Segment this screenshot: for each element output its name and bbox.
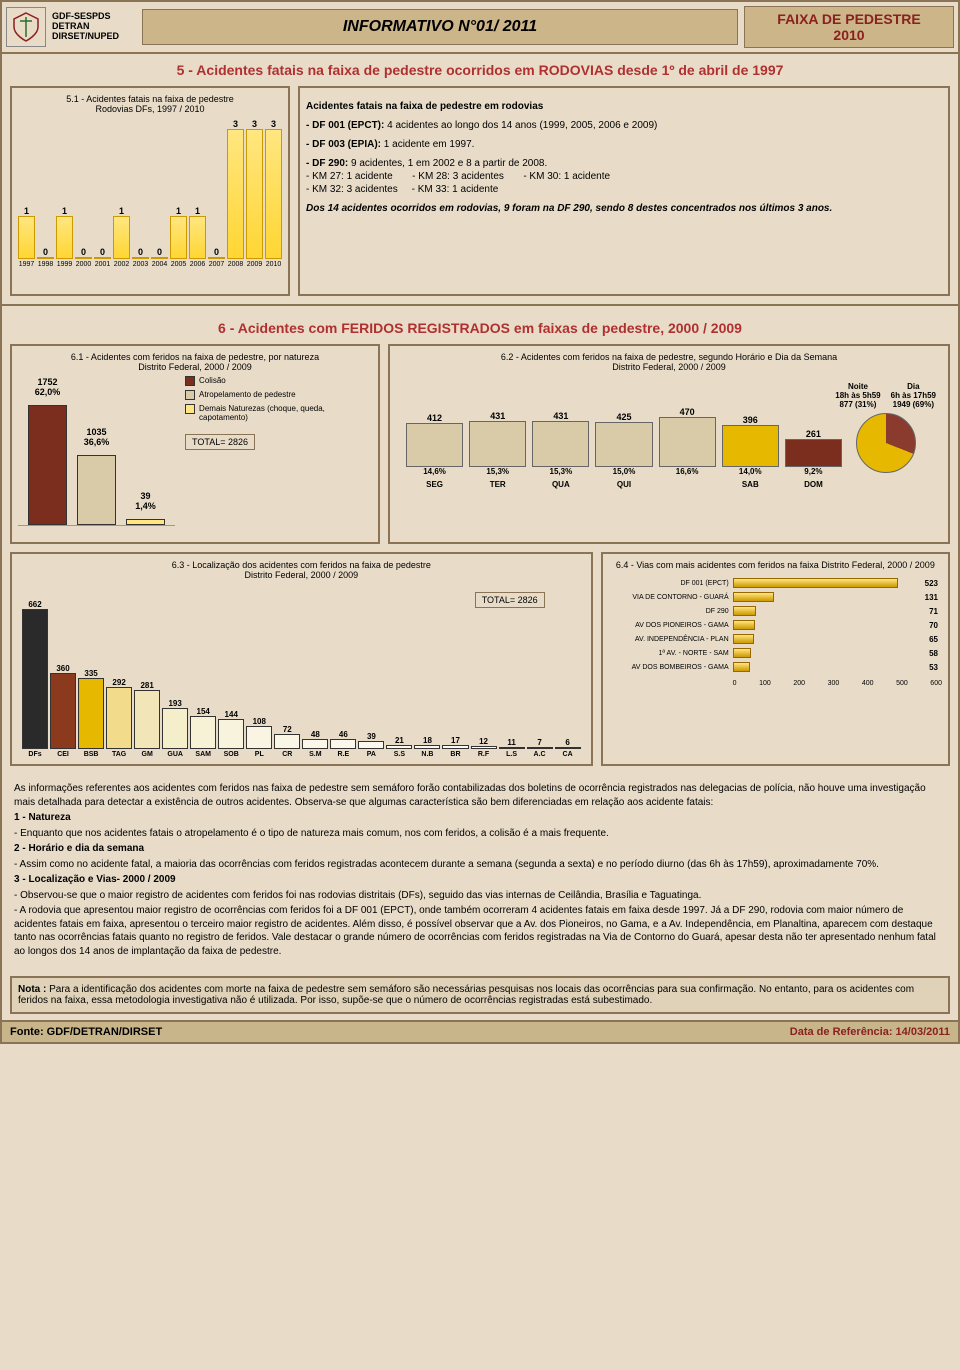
analysis-text: As informações referentes aos acidentes … [2, 772, 958, 970]
section-5-text: Acidentes fatais na faixa de pedestre em… [298, 86, 950, 296]
doc-subject: FAIXA DE PEDESTRE 2010 [744, 6, 954, 48]
dia-label: Dia 6h às 17h59 1949 (69%) [891, 382, 936, 409]
nota-box: Nota : Para a identificação dos acidente… [10, 976, 950, 1014]
chart-6-1: 6.1 - Acidentes com feridos na faixa de … [10, 344, 380, 544]
chart-5-1-title: 5.1 - Acidentes fatais na faixa de pedes… [18, 94, 282, 114]
org-label: GDF-SESPDS DETRAN DIRSET/NUPED [52, 12, 142, 42]
logo [6, 7, 46, 47]
chart-6-3: 6.3 - Localização dos acidentes com feri… [10, 552, 593, 766]
section-6-title: 6 - Acidentes com FERIDOS REGISTRADOS em… [10, 312, 950, 344]
chart-5-1: 5.1 - Acidentes fatais na faixa de pedes… [10, 86, 290, 296]
footer-source: Fonte: GDF/DETRAN/DIRSET [10, 1026, 162, 1038]
doc-title: INFORMATIVO N°01/ 2011 [142, 9, 738, 45]
chart-6-2: 6.2 - Acidentes com feridos na faixa de … [388, 344, 950, 544]
chart-6-4: 6.4 - Vias com mais acidentes com ferido… [601, 552, 950, 766]
org-line: DIRSET/NUPED [52, 32, 142, 42]
footer: Fonte: GDF/DETRAN/DIRSET Data de Referên… [2, 1020, 958, 1042]
footer-date: Data de Referência: 14/03/2011 [790, 1026, 950, 1038]
noite-label: Noite 18h às 5h59 877 (31%) [835, 382, 880, 409]
pie-chart [856, 413, 916, 473]
page-header: GDF-SESPDS DETRAN DIRSET/NUPED INFORMATI… [2, 2, 958, 54]
section-5-title: 5 - Acidentes fatais na faixa de pedestr… [2, 54, 958, 86]
